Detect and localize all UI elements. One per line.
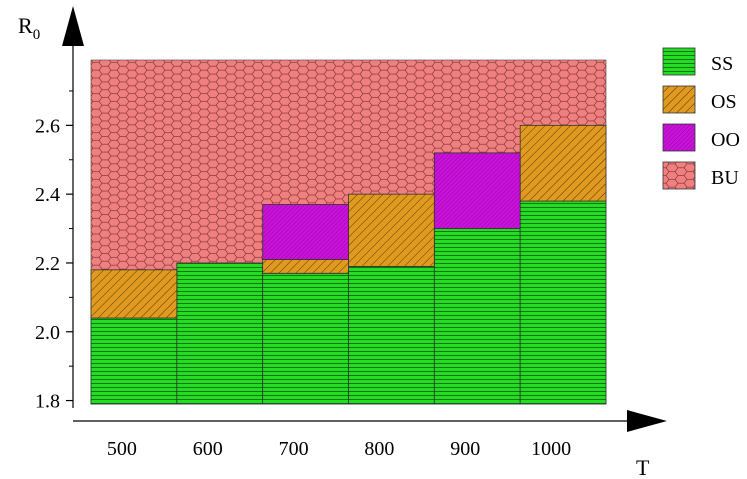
bar-oo-700: [262, 204, 349, 260]
x-axis: 500 600 700 800 900 1000 T: [73, 410, 667, 479]
legend-swatch-bu: [662, 161, 696, 190]
y-tick-label: 2.4: [35, 184, 60, 206]
bar-ss-800: [348, 265, 435, 405]
legend-swatch-ss: [662, 47, 696, 76]
legend-label-ss: SS: [711, 53, 733, 75]
x-tick-label: 900: [450, 438, 480, 460]
legend-label-bu: BU: [711, 167, 739, 189]
y-ticks: 1.8 2.0 2.2 2.4 2.6: [35, 90, 73, 413]
y-tick-label: 2.2: [35, 253, 60, 275]
y-tick-label: 1.8: [35, 391, 60, 413]
plot-area: [90, 59, 607, 405]
legend-swatch-oo: [662, 123, 696, 152]
y-axis-arrow-icon: [62, 6, 84, 46]
bar-os-500: [90, 269, 178, 319]
legend: SS OS OO BU: [662, 47, 740, 190]
x-tick-label: 800: [364, 438, 394, 460]
bar-ss-900: [433, 228, 521, 405]
y-axis-title: R0: [18, 13, 40, 43]
y-axis-title-subscript: 0: [33, 27, 41, 43]
x-ticks: 500 600 700 800 900 1000: [107, 438, 571, 460]
bar-oo-900: [433, 152, 521, 229]
bar-os-1000: [519, 124, 607, 202]
bar-ss-500: [90, 317, 178, 405]
y-tick-label: 2.0: [35, 322, 60, 344]
x-tick-label: 500: [107, 438, 137, 460]
bar-os-700: [262, 259, 349, 274]
y-axis: 1.8 2.0 2.2 2.4 2.6 R0: [18, 6, 84, 413]
x-tick-label: 700: [279, 438, 309, 460]
legend-label-os: OS: [711, 91, 737, 113]
x-axis-arrow-icon: [627, 410, 667, 432]
bar-os-800: [348, 193, 435, 267]
x-axis-title: T: [636, 455, 650, 479]
legend-label-oo: OO: [711, 129, 740, 151]
y-tick-label: 2.6: [35, 115, 60, 137]
x-tick-label: 600: [193, 438, 223, 460]
bar-ss-600: [176, 262, 264, 405]
legend-swatch-os: [662, 85, 696, 114]
bar-ss-700: [262, 272, 349, 405]
x-tick-label: 1000: [531, 438, 571, 460]
bar-ss-1000: [519, 200, 607, 405]
